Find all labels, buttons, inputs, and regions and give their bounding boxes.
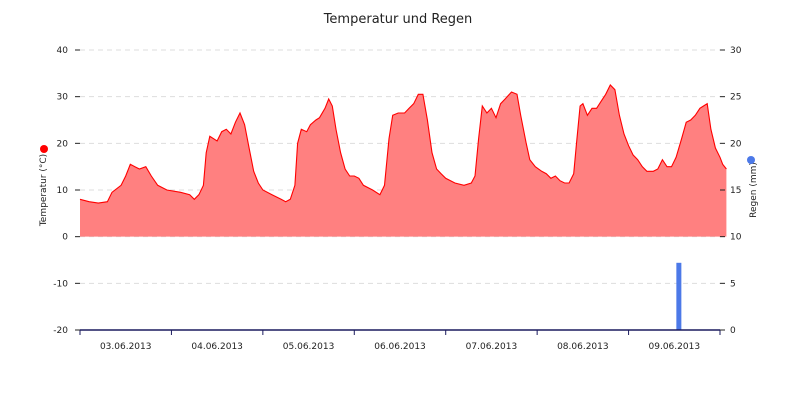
left-tick-label: 20 bbox=[57, 139, 69, 149]
rain-legend-dot-icon bbox=[747, 156, 755, 164]
right-tick-label: 30 bbox=[730, 46, 742, 56]
left-tick-label: 40 bbox=[57, 46, 69, 56]
right-tick-label: 5 bbox=[730, 279, 736, 289]
x-tick-label: 09.06.2013 bbox=[649, 342, 701, 352]
left-tick-label: 30 bbox=[57, 93, 69, 103]
left-tick-label: -20 bbox=[53, 326, 68, 336]
right-tick-label: 0 bbox=[730, 326, 736, 336]
right-tick-label: 25 bbox=[730, 93, 741, 103]
left-axis-label: Temperatur (°C) bbox=[39, 154, 49, 227]
left-tick-label: 0 bbox=[62, 233, 68, 243]
x-axis-ticks: 03.06.2013 04.06.2013 05.06.2013 06.06.2013… bbox=[79, 330, 721, 352]
right-tick-label: 10 bbox=[730, 233, 742, 243]
temperature-legend-dot-icon bbox=[40, 145, 48, 153]
x-tick-label: 05.06.2013 bbox=[283, 342, 335, 352]
right-tick-label: 20 bbox=[730, 139, 742, 149]
left-tick-label: 10 bbox=[57, 186, 69, 196]
x-tick-label: 04.06.2013 bbox=[191, 342, 243, 352]
temperature-area bbox=[80, 85, 727, 237]
rain-bar bbox=[676, 262, 682, 330]
left-tick-label: -10 bbox=[53, 279, 68, 289]
right-axis-label: Regen (mm) bbox=[749, 162, 759, 218]
left-axis-ticks: 40 30 20 10 0 -10 -20 bbox=[53, 46, 80, 336]
rain-bars bbox=[676, 262, 682, 330]
x-tick-label: 03.06.2013 bbox=[100, 342, 152, 352]
right-axis-ticks: 30 25 20 15 10 5 0 bbox=[720, 46, 742, 336]
x-tick-label: 07.06.2013 bbox=[466, 342, 518, 352]
right-tick-label: 15 bbox=[730, 186, 741, 196]
chart-title: Temperatur und Regen bbox=[323, 12, 473, 27]
temperature-line bbox=[79, 84, 727, 204]
x-tick-label: 06.06.2013 bbox=[374, 342, 426, 352]
x-tick-label: 08.06.2013 bbox=[557, 342, 609, 352]
